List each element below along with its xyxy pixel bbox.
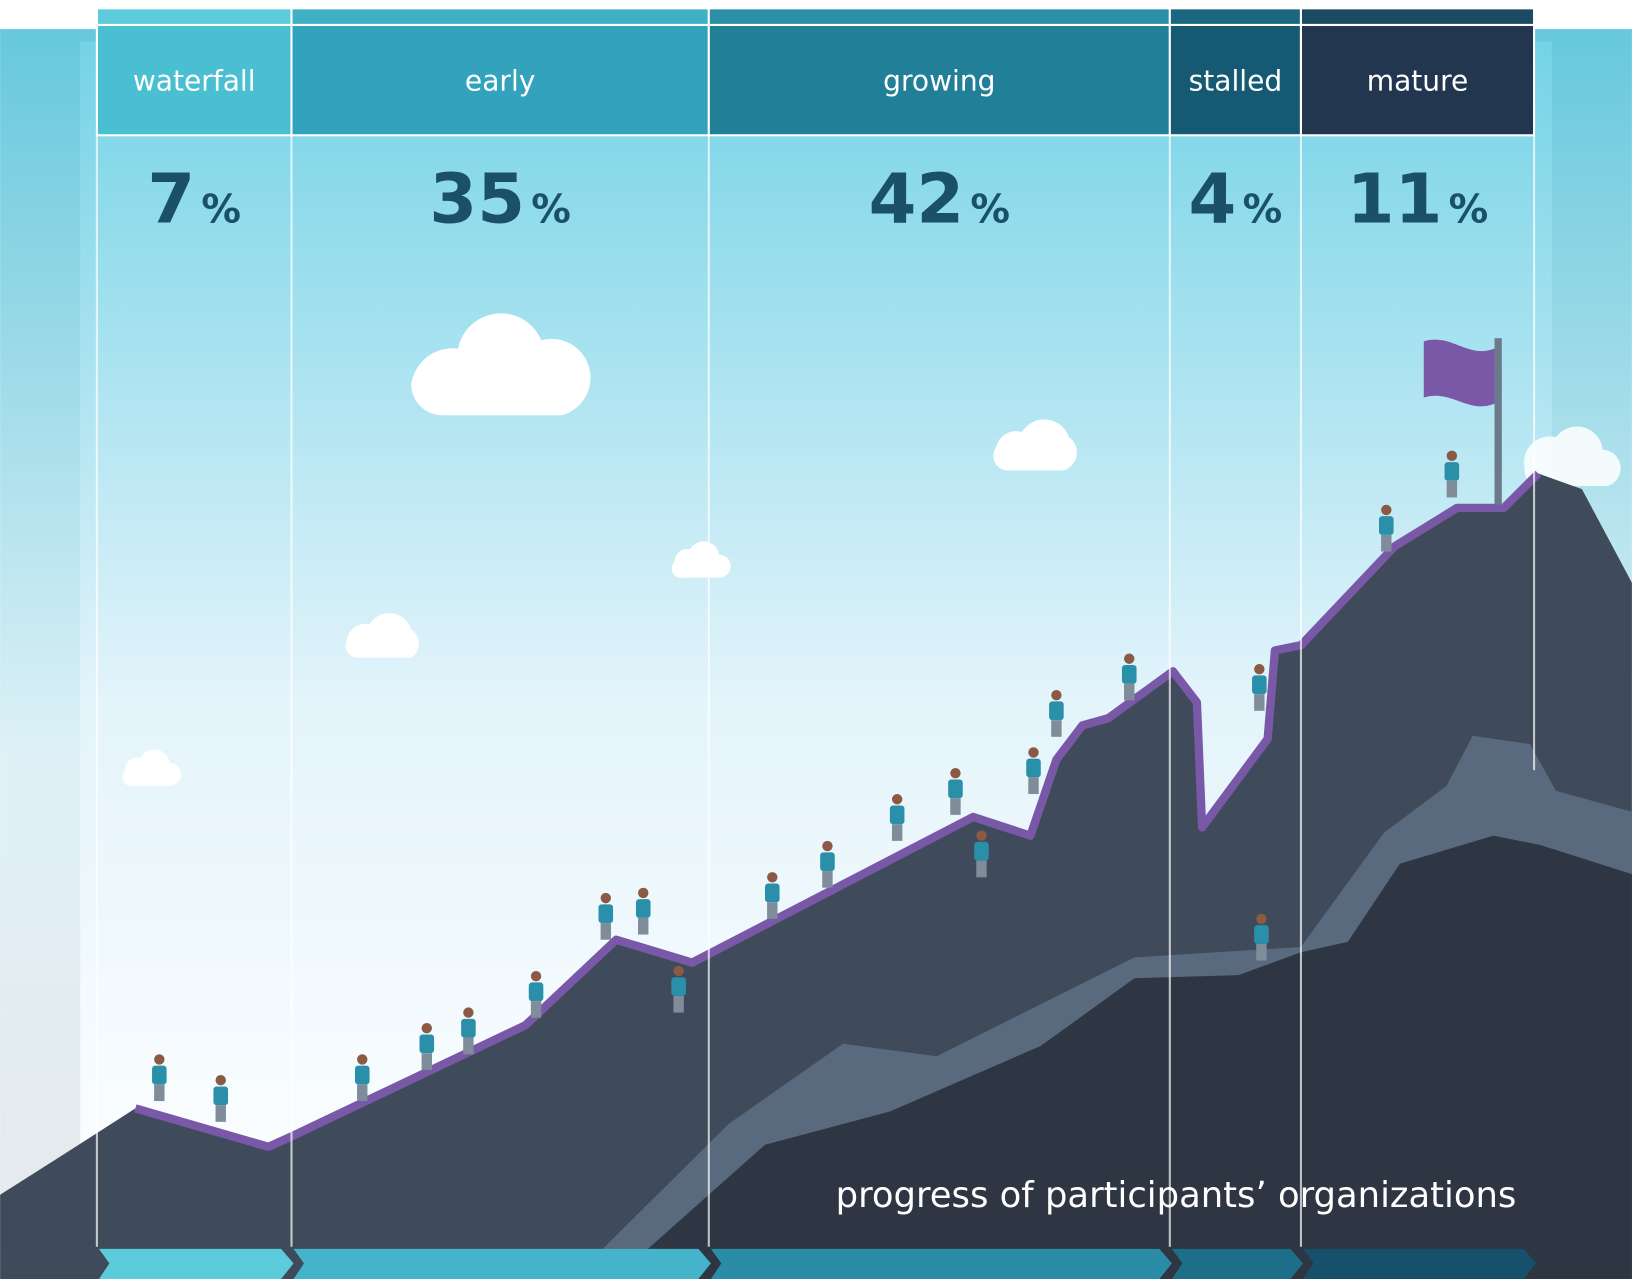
percent-value: 35 bbox=[429, 160, 525, 240]
body bbox=[890, 805, 905, 824]
head bbox=[638, 888, 648, 898]
body bbox=[1254, 925, 1269, 944]
stage-arrow bbox=[711, 1249, 1172, 1279]
body bbox=[152, 1066, 167, 1085]
top-strip bbox=[291, 8, 708, 25]
legs bbox=[216, 1105, 226, 1122]
head bbox=[673, 966, 683, 976]
head bbox=[357, 1054, 367, 1064]
head bbox=[892, 794, 902, 804]
legs bbox=[422, 1053, 432, 1070]
legs bbox=[892, 824, 902, 841]
percent-unit: % bbox=[201, 187, 241, 233]
body bbox=[636, 899, 651, 918]
body bbox=[1379, 516, 1394, 535]
head bbox=[463, 1007, 473, 1017]
body bbox=[1122, 665, 1137, 684]
percent-unit: % bbox=[970, 187, 1010, 233]
legs bbox=[601, 923, 611, 940]
percent-value: 42 bbox=[869, 160, 965, 240]
body bbox=[1026, 759, 1041, 778]
percent-unit: % bbox=[1243, 187, 1283, 233]
body bbox=[1049, 701, 1064, 720]
head bbox=[531, 971, 541, 981]
stage-arrow bbox=[294, 1249, 711, 1279]
caption: progress of participants’ organizations bbox=[836, 1175, 1517, 1216]
stage-label: mature bbox=[1367, 65, 1469, 98]
legs bbox=[1256, 944, 1266, 961]
percent-value: 11 bbox=[1347, 160, 1443, 240]
stage-label: stalled bbox=[1189, 65, 1283, 98]
stage-arrow bbox=[1172, 1249, 1303, 1279]
head bbox=[601, 893, 611, 903]
body bbox=[820, 852, 835, 871]
head bbox=[1124, 654, 1134, 664]
body bbox=[529, 982, 544, 1001]
body bbox=[598, 904, 613, 923]
body bbox=[671, 977, 686, 996]
head bbox=[1254, 664, 1264, 674]
legs bbox=[463, 1038, 473, 1055]
percent-value: 7 bbox=[147, 160, 195, 240]
top-strip bbox=[1301, 8, 1534, 25]
infographic: waterfall 7% early 35% growing 42% stalled 4% ma… bbox=[0, 0, 1632, 1279]
body bbox=[1445, 462, 1460, 481]
legs bbox=[767, 902, 777, 919]
head bbox=[1381, 505, 1391, 515]
body bbox=[355, 1066, 370, 1085]
stage-label: growing bbox=[883, 65, 995, 98]
legs bbox=[154, 1084, 164, 1101]
body bbox=[461, 1019, 476, 1038]
body bbox=[213, 1086, 228, 1105]
head bbox=[216, 1075, 226, 1085]
legs bbox=[822, 871, 832, 888]
stage-arrow bbox=[99, 1249, 294, 1279]
legs bbox=[1028, 777, 1038, 794]
percent-unit: % bbox=[531, 187, 571, 233]
head bbox=[422, 1023, 432, 1033]
stage-arrow bbox=[1303, 1249, 1536, 1279]
legs bbox=[1051, 720, 1061, 737]
head bbox=[822, 841, 832, 851]
legs bbox=[638, 918, 648, 935]
top-strip bbox=[709, 8, 1170, 25]
head bbox=[976, 830, 986, 840]
head bbox=[767, 872, 777, 882]
page: waterfall 7% early 35% growing 42% stalled 4% ma… bbox=[0, 0, 1632, 1279]
head bbox=[1447, 451, 1457, 461]
stage-label: early bbox=[465, 65, 535, 98]
body bbox=[1252, 675, 1267, 694]
body bbox=[765, 884, 780, 903]
head bbox=[950, 768, 960, 778]
body bbox=[948, 779, 963, 798]
body bbox=[419, 1034, 434, 1053]
percent-unit: % bbox=[1449, 187, 1489, 233]
head bbox=[1028, 747, 1038, 757]
legs bbox=[1254, 694, 1264, 711]
head bbox=[154, 1054, 164, 1064]
legs bbox=[357, 1084, 367, 1101]
percent-value: 4 bbox=[1189, 160, 1237, 240]
top-strip bbox=[1170, 8, 1301, 25]
legs bbox=[1124, 684, 1134, 701]
legs bbox=[1381, 535, 1391, 552]
top-strip bbox=[97, 8, 292, 25]
legs bbox=[531, 1001, 541, 1018]
legs bbox=[673, 996, 683, 1013]
stage-label: waterfall bbox=[133, 65, 256, 98]
legs bbox=[950, 798, 960, 815]
legs bbox=[976, 861, 986, 878]
head bbox=[1051, 690, 1061, 700]
legs bbox=[1447, 481, 1457, 498]
head bbox=[1256, 914, 1266, 924]
body bbox=[974, 842, 989, 861]
